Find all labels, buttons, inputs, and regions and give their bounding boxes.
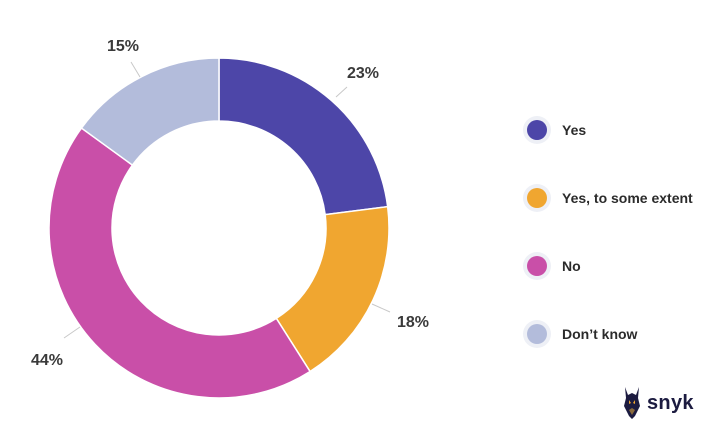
snyk-brand: snyk [622, 386, 694, 420]
legend-item-yes[interactable]: Yes [519, 96, 719, 164]
data-label-dont-know: 15% [107, 38, 139, 55]
legend-label-dont-know: Don’t know [562, 326, 638, 342]
brand-wordmark: snyk [647, 391, 694, 414]
data-label-yes: 23% [347, 65, 379, 82]
data-label-leader-yes-to-some-extent [371, 303, 391, 313]
data-label-no: 44% [31, 352, 63, 369]
legend-marker-yes [527, 120, 547, 140]
legend: Yes Yes, to some extent No Don’t know [519, 96, 719, 368]
legend-item-dont-know[interactable]: Don’t know [519, 300, 719, 368]
legend-label-no: No [562, 258, 581, 274]
doberman-dog-icon [624, 387, 640, 419]
donut-slice-dont-know[interactable] [80, 57, 220, 167]
legend-label-yes-to-some-extent: Yes, to some extent [562, 190, 693, 206]
data-label-leader-yes [335, 86, 348, 98]
legend-item-yes-to-some-extent[interactable]: Yes, to some extent [519, 164, 719, 232]
legend-item-no[interactable]: No [519, 232, 719, 300]
data-label-leader-dont-know [130, 61, 141, 78]
legend-marker-no [527, 256, 547, 276]
donut-slice-no[interactable] [48, 127, 312, 399]
legend-label-yes: Yes [562, 122, 587, 138]
donut-slice-yes[interactable] [218, 57, 389, 216]
legend-marker-yes-to-some-extent [527, 188, 547, 208]
data-label-leader-no [63, 326, 81, 339]
legend-marker-dont-know [527, 324, 547, 344]
data-label-yes-to-some-extent: 18% [397, 314, 429, 331]
